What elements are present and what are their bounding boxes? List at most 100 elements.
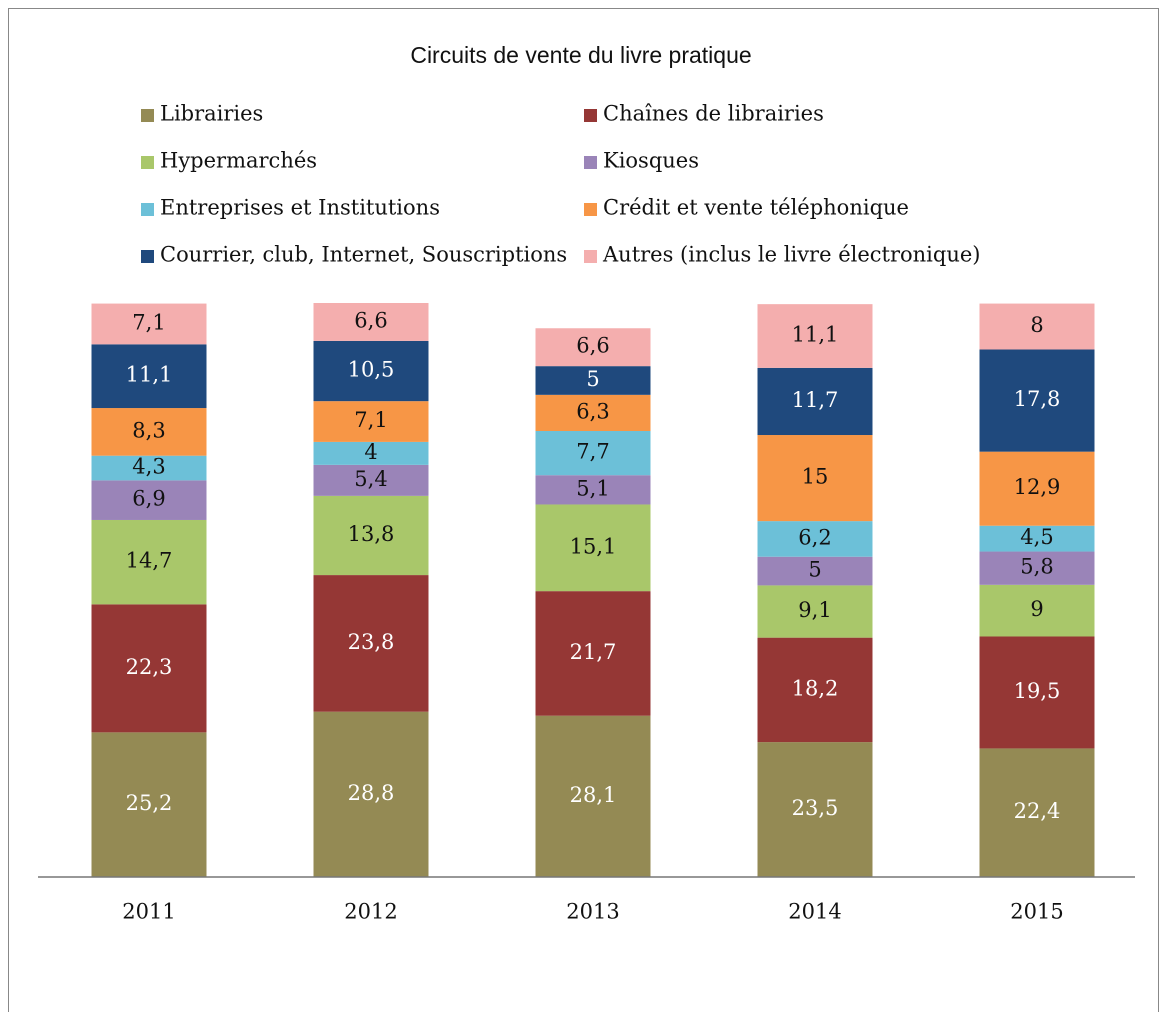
legend-swatch [141,203,154,216]
bar-segment [91,455,207,481]
bar-segment [757,521,873,557]
data-label: 22,4 [1014,799,1061,823]
data-label: 5,4 [354,467,387,491]
bar-segment [313,495,429,576]
data-label: 5,8 [1020,555,1053,579]
data-label: 28,1 [570,783,617,807]
bar-segment [535,394,651,432]
data-label: 7,7 [576,440,609,464]
legend-label: Entreprises et Institutions [160,196,440,220]
bar-segment [91,303,207,345]
data-label: 11,1 [126,363,173,387]
bar-segment [979,551,1095,585]
data-label: 7,1 [132,310,165,334]
data-label: 19,5 [1014,679,1061,703]
data-label: 5 [586,367,599,391]
legend-swatch [584,156,597,169]
data-label: 18,2 [792,676,839,700]
bar-segment [313,575,429,712]
bar-segment [91,344,207,409]
data-label: 8,3 [132,418,165,442]
data-label: 14,7 [126,549,173,573]
data-label: 11,7 [792,388,839,412]
bar-segment [757,556,873,586]
bar-segment [757,742,873,877]
data-label: 21,7 [570,640,617,664]
bar-segment [757,585,873,638]
bar-segment [979,636,1095,749]
data-label: 17,8 [1014,387,1061,411]
legend-swatch [584,250,597,263]
data-label: 9 [1030,597,1043,621]
data-label: 22,3 [126,655,173,679]
data-label: 12,9 [1014,475,1061,499]
x-tick-label: 2011 [122,900,175,924]
data-label: 7,1 [354,408,387,432]
x-tick-label: 2015 [1010,900,1063,924]
bar-segment [313,303,429,341]
data-label: 11,1 [792,323,839,347]
legend-swatch [584,109,597,122]
bar-segment [91,408,207,456]
bar-segment [313,441,429,465]
bar-segment [535,715,651,877]
bar-segment [313,340,429,402]
legend-label: Hypermarchés [160,149,317,173]
data-label: 6,6 [354,308,387,332]
bar-segment [313,711,429,877]
bar-segment [535,366,651,395]
data-label: 25,2 [126,791,173,815]
bar-segment [535,504,651,592]
bar-segment [979,748,1095,877]
data-label: 15 [802,465,829,489]
bar-segment [979,451,1095,526]
data-label: 4,5 [1020,525,1053,549]
bar-segment [91,732,207,877]
data-label: 13,8 [348,522,395,546]
legend-swatch [141,156,154,169]
data-label: 8 [1030,313,1043,337]
legend-swatch [584,203,597,216]
legend-swatch [141,109,154,122]
chart-title: Circuits de vente du livre pratique [410,42,751,68]
bar-segment [535,328,651,367]
data-label: 5,1 [576,476,609,500]
chart-border [8,8,1159,1012]
data-label: 9,1 [798,598,831,622]
bar-segment [535,591,651,716]
data-label: 10,5 [348,358,395,382]
data-label: 23,5 [792,796,839,820]
x-tick-label: 2012 [344,900,397,924]
bar-segment [535,475,651,505]
x-tick-label: 2013 [566,900,619,924]
data-label: 23,8 [348,630,395,654]
bar-segment [979,525,1095,552]
bar-segment [91,519,207,605]
data-label: 15,1 [570,534,617,558]
legend-label: Courrier, club, Internet, Souscriptions [160,243,567,267]
bar-segment [91,604,207,733]
bar-segment [757,435,873,522]
legend-label: Librairies [160,102,263,126]
bar-segment [757,367,873,436]
bar-segment [757,637,873,743]
bar-segment [313,401,429,442]
bar-segment [979,584,1095,637]
bar-segment [979,349,1095,452]
data-label: 5 [808,558,821,582]
legend-label: Chaînes de librairies [603,102,824,126]
data-label: 6,6 [576,334,609,358]
legend-label: Crédit et vente téléphonique [603,196,909,220]
legend-swatch [141,250,154,263]
legend-label: Autres (inclus le livre électronique) [602,243,980,267]
data-label: 4,3 [132,455,165,479]
data-label: 28,8 [348,781,395,805]
bar-segment [979,303,1095,350]
data-label: 6,9 [132,487,165,511]
bar-segment [535,431,651,476]
data-label: 4 [364,440,377,464]
bar-segment [757,304,873,368]
x-tick-label: 2014 [788,900,841,924]
